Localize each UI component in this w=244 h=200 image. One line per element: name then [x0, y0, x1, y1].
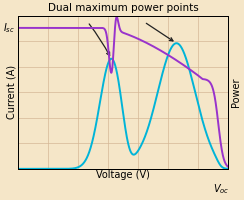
Y-axis label: Current (A): Current (A) [7, 65, 17, 119]
X-axis label: Voltage (V): Voltage (V) [96, 170, 150, 180]
Text: $I_{sc}$: $I_{sc}$ [3, 21, 15, 35]
Text: $V_{oc}$: $V_{oc}$ [213, 183, 230, 196]
Title: Dual maximum power points: Dual maximum power points [48, 3, 198, 13]
Y-axis label: Power: Power [231, 78, 241, 107]
